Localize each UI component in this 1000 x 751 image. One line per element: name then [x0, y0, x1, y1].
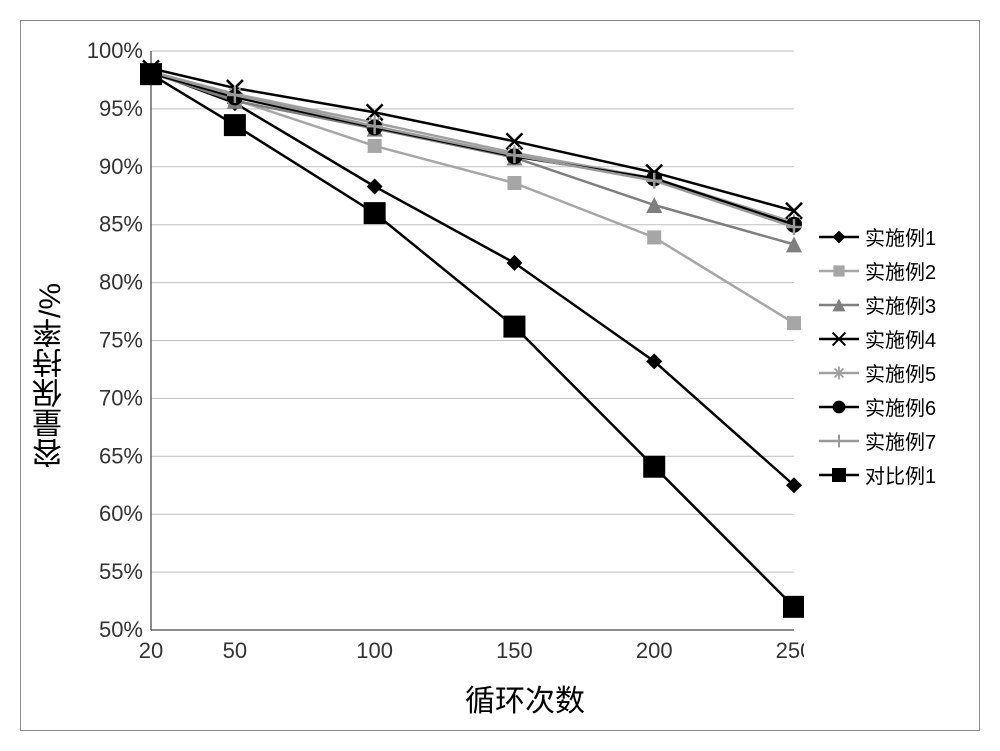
legend-item: 实施例7 — [819, 427, 969, 455]
svg-text:90%: 90% — [99, 154, 143, 179]
plot-wrap: 50% 55% 60% 65% 70% 75% 80% 85% 90% 95% 100% 20 50 10… — [81, 21, 979, 730]
legend: 实施例1 实施例2 实施例3 实施例4 实施例5 实施例6 实施例7 对比例1 — [804, 217, 969, 495]
svg-text:85%: 85% — [99, 212, 143, 237]
legend-item: 实施例3 — [819, 291, 969, 319]
svg-text:80%: 80% — [99, 270, 143, 295]
x-axis-label: 循环次数 — [81, 670, 969, 720]
legend-label: 实施例3 — [865, 290, 936, 319]
legend-swatch — [819, 329, 859, 349]
svg-text:55%: 55% — [99, 559, 143, 584]
svg-text:70%: 70% — [99, 385, 143, 410]
legend-swatch — [819, 227, 859, 247]
svg-text:65%: 65% — [99, 443, 143, 468]
legend-item: 对比例1 — [819, 461, 969, 489]
legend-label: 实施例1 — [865, 222, 936, 251]
svg-text:50%: 50% — [99, 617, 143, 642]
legend-label: 实施例5 — [865, 358, 936, 387]
svg-text:200: 200 — [636, 638, 673, 663]
legend-label: 对比例1 — [865, 460, 936, 489]
svg-text:60%: 60% — [99, 501, 143, 526]
legend-item: 实施例4 — [819, 325, 969, 353]
legend-swatch — [819, 431, 859, 451]
legend-item: 实施例1 — [819, 223, 969, 251]
legend-item: 实施例5 — [819, 359, 969, 387]
plot-and-legend: 50% 55% 60% 65% 70% 75% 80% 85% 90% 95% 100% 20 50 10… — [81, 41, 969, 670]
y-axis-label: 容量保持率/% — [21, 283, 81, 468]
chart-container: 容量保持率/% 50% 55% 60% 65% 70% 75% 80% 85% 90% 95% 10… — [20, 20, 980, 731]
svg-text:100: 100 — [356, 638, 393, 663]
legend-item: 实施例2 — [819, 257, 969, 285]
legend-swatch — [819, 397, 859, 417]
legend-swatch — [819, 465, 859, 485]
legend-label: 实施例7 — [865, 426, 936, 455]
legend-item: 实施例6 — [819, 393, 969, 421]
plot-area: 50% 55% 60% 65% 70% 75% 80% 85% 90% 95% 100% 20 50 10… — [81, 41, 804, 670]
svg-text:75%: 75% — [99, 328, 143, 353]
svg-text:95%: 95% — [99, 96, 143, 121]
svg-text:50: 50 — [223, 638, 247, 663]
svg-text:150: 150 — [496, 638, 533, 663]
legend-swatch — [819, 363, 859, 383]
legend-swatch — [819, 295, 859, 315]
legend-label: 实施例4 — [865, 324, 936, 353]
legend-label: 实施例2 — [865, 256, 936, 285]
legend-swatch — [819, 261, 859, 281]
legend-label: 实施例6 — [865, 392, 936, 421]
plot-svg: 50% 55% 60% 65% 70% 75% 80% 85% 90% 95% 100% 20 50 10… — [81, 41, 804, 670]
svg-text:100%: 100% — [87, 41, 143, 63]
svg-text:250: 250 — [776, 638, 804, 663]
svg-text:20: 20 — [139, 638, 163, 663]
